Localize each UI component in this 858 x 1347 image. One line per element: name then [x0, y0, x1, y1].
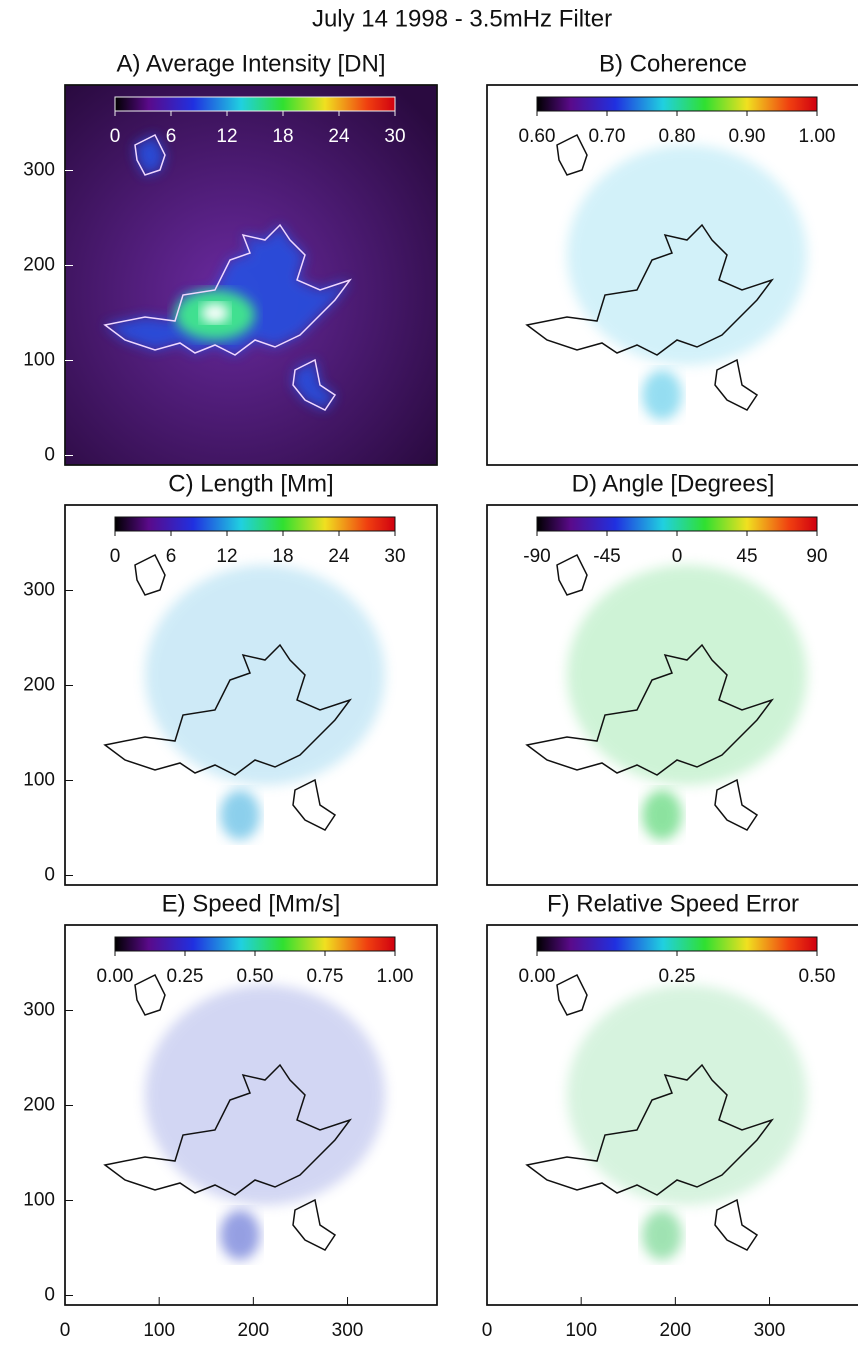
colorbar-tick-label: 0.80: [659, 126, 696, 147]
x-tick-label: 0: [60, 1320, 71, 1341]
colorbar-tick-label: 30: [384, 126, 405, 147]
colorbar-tick-label: 0.90: [729, 126, 766, 147]
x-tick-label: 200: [238, 1320, 270, 1341]
y-tick-label: 0: [44, 865, 55, 886]
feature-blob: [642, 1210, 682, 1260]
colorbar-tick-label: 12: [216, 126, 237, 147]
colorbar-tick-label: 0.00: [97, 966, 134, 987]
colorbar: [115, 937, 395, 951]
x-tick-label: 0: [482, 1320, 493, 1341]
x-tick-label: 300: [332, 1320, 364, 1341]
intensity-peak: [201, 303, 229, 323]
colorbar-tick-label: 24: [328, 546, 350, 567]
colorbar-tick-label: 0.25: [659, 966, 696, 987]
colorbar-tick-label: 24: [328, 126, 350, 147]
x-tick-label: 100: [565, 1320, 597, 1341]
feature-blob: [642, 790, 682, 840]
colorbar-tick-label: 0.60: [519, 126, 556, 147]
colorbar-tick-label: 1.00: [799, 126, 836, 147]
colorbar-tick-label: 0.70: [589, 126, 626, 147]
y-tick-label: 100: [23, 770, 55, 791]
panel-title: D) Angle [Degrees]: [572, 470, 775, 497]
y-tick-label: 300: [23, 580, 55, 601]
colorbar: [115, 517, 395, 531]
x-tick-label: 300: [754, 1320, 786, 1341]
feature-blob: [145, 565, 385, 785]
colorbar-tick-label: 30: [384, 546, 405, 567]
y-tick-label: 200: [23, 675, 55, 696]
y-tick-label: 200: [23, 1095, 55, 1116]
x-tick-label: 100: [143, 1320, 175, 1341]
panel-title: C) Length [Mm]: [168, 470, 333, 497]
y-tick-label: 300: [23, 160, 55, 181]
feature-blob: [220, 1210, 260, 1260]
y-tick-label: 300: [23, 1000, 55, 1021]
colorbar-tick-label: 0: [110, 126, 121, 147]
y-tick-label: 100: [23, 1190, 55, 1211]
feature-blob: [220, 790, 260, 840]
colorbar: [537, 97, 817, 111]
colorbar-tick-label: 18: [272, 126, 293, 147]
panel-title: B) Coherence: [599, 50, 747, 77]
colorbar-tick-label: 0.50: [799, 966, 836, 987]
colorbar-tick-label: 6: [166, 546, 177, 567]
panel-title: E) Speed [Mm/s]: [162, 890, 341, 917]
colorbar-tick-label: 45: [736, 546, 757, 567]
feature-blob: [567, 565, 807, 785]
colorbar-tick-label: 18: [272, 546, 293, 567]
panel-title: F) Relative Speed Error: [547, 890, 799, 917]
colorbar-tick-label: 0.50: [237, 966, 274, 987]
panel-title: A) Average Intensity [DN]: [116, 50, 385, 77]
y-tick-label: 200: [23, 255, 55, 276]
colorbar-tick-label: 1.00: [377, 966, 414, 987]
feature-blob: [567, 145, 807, 365]
colorbar: [537, 937, 817, 951]
feature-blob: [567, 985, 807, 1205]
colorbar-tick-label: 0: [110, 546, 121, 567]
colorbar-tick-label: 0: [672, 546, 683, 567]
figure: July 14 1998 - 3.5mHz Filter A) Average …: [0, 0, 858, 1347]
colorbar-tick-label: -90: [523, 546, 550, 567]
colorbar-tick-label: 6: [166, 126, 177, 147]
colorbar-tick-label: 0.25: [167, 966, 204, 987]
colorbar-tick-label: 12: [216, 546, 237, 567]
colorbar: [115, 97, 395, 111]
y-tick-label: 0: [44, 1285, 55, 1306]
colorbar-tick-label: 0.75: [307, 966, 344, 987]
colorbar-tick-label: -45: [593, 546, 620, 567]
feature-blob: [642, 370, 682, 420]
colorbar-tick-label: 90: [806, 546, 827, 567]
y-tick-label: 0: [44, 445, 55, 466]
figure-title: July 14 1998 - 3.5mHz Filter: [312, 5, 612, 32]
y-tick-label: 100: [23, 350, 55, 371]
x-tick-label: 200: [660, 1320, 692, 1341]
colorbar-tick-label: 0.00: [519, 966, 556, 987]
colorbar: [537, 517, 817, 531]
feature-blob: [145, 985, 385, 1205]
